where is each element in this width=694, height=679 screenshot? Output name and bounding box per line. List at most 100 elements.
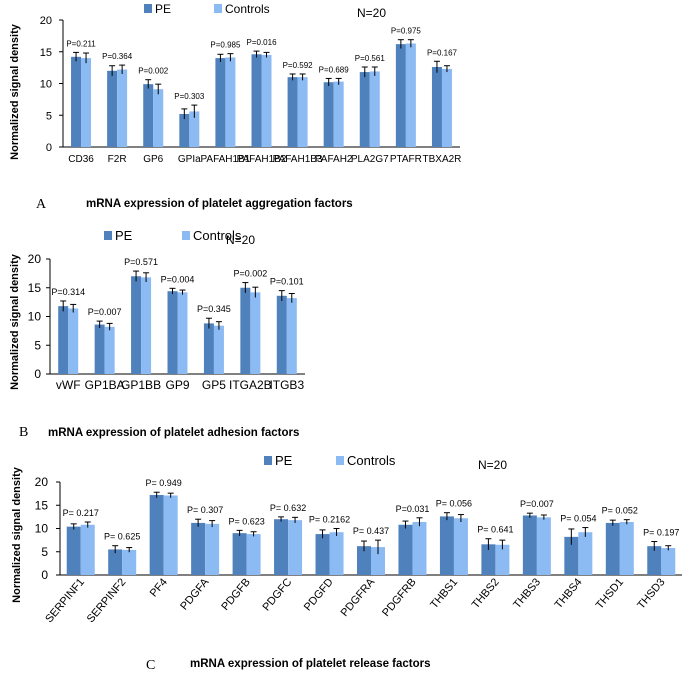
bar-pe [357, 546, 371, 575]
p-value-label: P=0.101 [270, 277, 304, 287]
bar-controls [189, 111, 200, 147]
bar-controls [369, 71, 380, 147]
x-tick-label: CD36 [68, 154, 94, 165]
p-value-label: P= 0.217 [63, 508, 99, 518]
legend-swatch-pe [144, 4, 152, 13]
bar-pe [58, 306, 69, 374]
p-value-label: P=0.364 [102, 52, 133, 61]
p-value-label: P=0.211 [66, 39, 96, 48]
legend-swatch-pe [264, 456, 272, 465]
x-tick-label: PDGFRB [380, 576, 419, 619]
p-value-label: P=0.007 [520, 499, 554, 509]
panel-letter: A [36, 197, 47, 212]
sample-size-label: N=20 [226, 233, 255, 247]
bar-controls [333, 81, 344, 147]
y-axis-label: Normalized signal density [11, 466, 23, 603]
y-tick-label: 15 [28, 281, 42, 295]
bar-controls [141, 277, 152, 374]
p-value-label: P=0.167 [427, 48, 458, 57]
x-tick-label: PDGFRA [339, 576, 378, 619]
legend-label: PE [275, 453, 293, 468]
x-tick-label: ITGB3 [269, 378, 304, 392]
legend-label: PE [155, 2, 171, 16]
bar-controls [122, 549, 137, 575]
legend: PE Controls [264, 453, 396, 468]
p-value-label: P= 0.2162 [309, 515, 350, 525]
p-value-label: P=0.303 [174, 92, 205, 101]
x-tick-label: THSD1 [594, 576, 626, 611]
chart-panel-b: 0 5 10 15 20 Normalized signal density P=0.314… [9, 228, 305, 440]
bar-pe [439, 516, 454, 575]
x-tick-label: THBS4 [553, 576, 585, 611]
bar-pe [647, 546, 662, 575]
bar-pe [191, 522, 206, 575]
y-tick-label: 0 [41, 568, 48, 582]
legend-label: PE [115, 228, 133, 243]
panel-letter: B [19, 425, 28, 440]
x-tick-label: PDGFD [302, 576, 336, 613]
bar-controls [104, 326, 115, 374]
x-tick-label: GP9 [165, 378, 189, 392]
bar-controls [117, 69, 128, 147]
x-tick-label: vWF [56, 378, 81, 392]
legend-label: Controls [193, 228, 242, 243]
bar-controls [205, 523, 220, 575]
p-value-label: P= 0.625 [104, 532, 140, 542]
x-tick-label: SERPINF2 [85, 576, 129, 625]
x-tick-label: PDGFB [219, 576, 253, 613]
legend-swatch-controls [182, 231, 190, 240]
p-value-label: P=0.016 [246, 38, 277, 47]
x-tick-label: PAFAH1B1 [200, 154, 250, 165]
legend-swatch-pe [104, 231, 112, 240]
y-axis-label: Normalized signal density [9, 23, 21, 160]
p-value-label: P=0.002 [138, 67, 169, 76]
p-value-label: P= 0.307 [187, 505, 223, 515]
bar-pe [94, 324, 105, 374]
p-value-label: P= 0.949 [146, 478, 182, 488]
p-value-label: P=0.561 [355, 54, 386, 63]
bar-pe [605, 522, 620, 575]
y-tick-label: 0 [34, 367, 41, 381]
x-tick-label: PDGFC [260, 576, 294, 613]
bar-pe [71, 56, 82, 147]
chart-panel-c: 0 5 10 15 20 Normalized signal density P= 0.21… [11, 453, 682, 673]
bar-pe [131, 276, 142, 374]
x-tick-label: GP5 [202, 378, 226, 392]
p-value-label: P= 0.052 [602, 506, 638, 516]
y-tick-label: 10 [40, 79, 52, 91]
x-tick-label: PAFAH1B2 [237, 154, 287, 165]
bar-controls [661, 548, 676, 575]
bar-controls [80, 524, 95, 575]
bar-pe [395, 44, 406, 147]
bar-controls [536, 517, 551, 575]
bar-pe [522, 515, 537, 575]
bar-controls [405, 43, 416, 148]
x-tick-label: THSD3 [635, 576, 667, 611]
x-tick-label: PTAFR [390, 154, 422, 165]
p-value-label: P=0.689 [319, 65, 350, 74]
p-value-label: P=0.002 [233, 269, 267, 279]
bar-pe [481, 544, 496, 575]
bar-pe [240, 287, 251, 374]
p-value-label: P= 0.437 [353, 526, 389, 536]
bar-controls [213, 325, 224, 374]
x-tick-label: PAFAH1B3 [273, 154, 323, 165]
y-tick-label: 20 [28, 252, 42, 266]
x-tick-label: PDGFA [178, 576, 212, 613]
bar-pe [203, 323, 214, 374]
y-tick-label: 5 [34, 338, 41, 352]
chart-title: mRNA expression of platelet aggregation … [86, 198, 353, 210]
p-value-label: P=0.007 [88, 307, 122, 317]
bar-pe [167, 291, 178, 374]
p-value-label: P=0.592 [283, 61, 314, 70]
bar-controls [495, 544, 510, 575]
y-axis-label: Normalized signal density [9, 253, 21, 390]
bar-pe [66, 526, 81, 575]
x-tick-label: PF4 [148, 576, 170, 599]
y-tick-label: 0 [46, 142, 52, 154]
bar-controls [246, 534, 261, 575]
chart-title: mRNA expression of platelet adhesion fac… [48, 427, 299, 439]
bar-pe [274, 519, 289, 575]
legend-label: Controls [225, 2, 270, 16]
bar-pe [431, 66, 442, 147]
